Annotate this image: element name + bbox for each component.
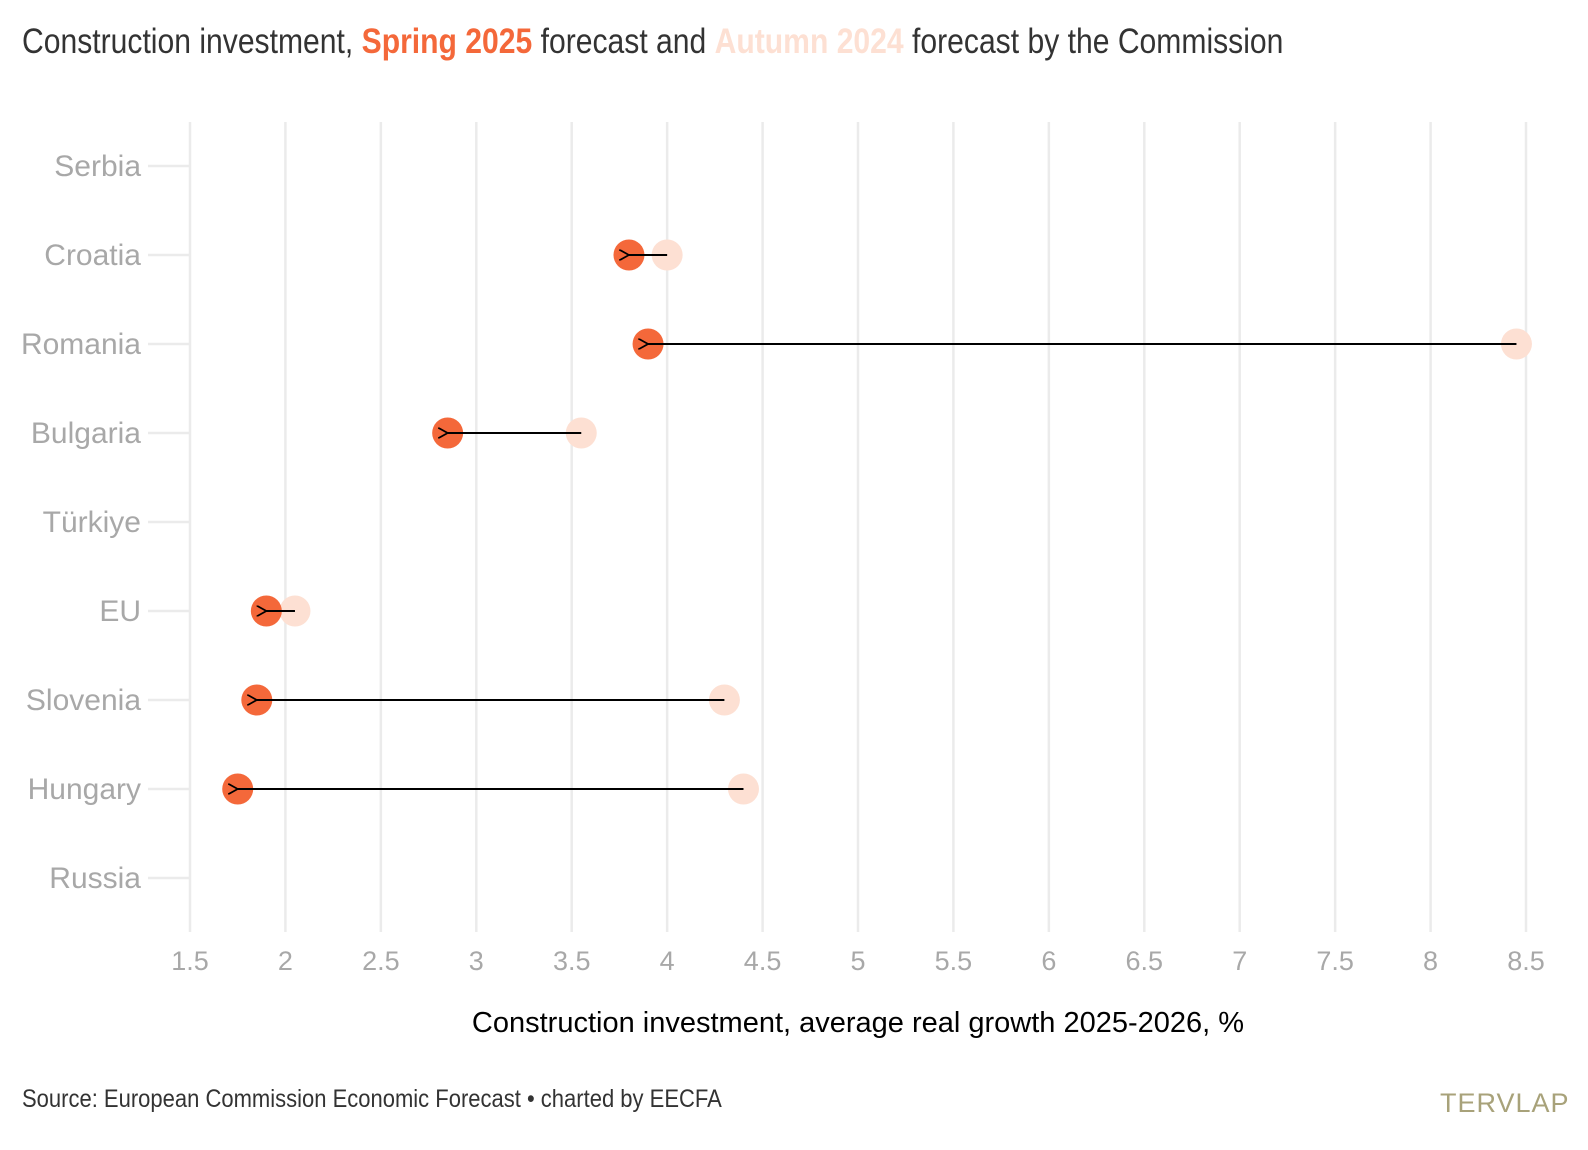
category-label: Romania [21,328,141,361]
x-axis-title: Construction investment, average real gr… [472,1007,1244,1039]
category-label: Türkiye [43,506,141,539]
x-tick-label: 5 [850,946,865,976]
source-note: Source: European Commission Economic For… [22,1085,722,1113]
x-tick-label: 7 [1232,946,1247,976]
category-label: Slovenia [26,684,141,717]
category-label: Russia [49,862,141,895]
x-tick-label: 5.5 [935,946,973,976]
title-part-2: forecast and [532,22,715,61]
category-label: Serbia [54,150,141,183]
x-tick-label: 7.5 [1316,946,1354,976]
x-tick-label: 4.5 [744,946,782,976]
x-tick-label: 6.5 [1126,946,1164,976]
x-tick-label: 6 [1041,946,1056,976]
category-label: EU [99,595,141,628]
chart-title: Construction investment, Spring 2025 for… [22,22,1283,62]
x-tick-label: 2 [278,946,293,976]
category-label: Hungary [28,773,141,806]
x-tick-label: 3 [469,946,484,976]
x-tick-label: 8 [1423,946,1438,976]
category-label: Croatia [44,239,141,272]
title-spring-label: Spring 2025 [361,22,533,61]
x-tick-label: 1.5 [171,946,209,976]
x-tick-label: 2.5 [362,946,400,976]
category-label: Bulgaria [31,417,141,450]
title-part-1: Construction investment, [22,22,362,61]
title-part-3: forecast by the Commission [903,22,1284,61]
x-tick-label: 4 [660,946,675,976]
title-autumn-label: Autumn 2024 [714,22,904,61]
logo: TERVLAP [1440,1088,1570,1118]
x-tick-label: 8.5 [1507,946,1545,976]
x-tick-label: 3.5 [553,946,591,976]
